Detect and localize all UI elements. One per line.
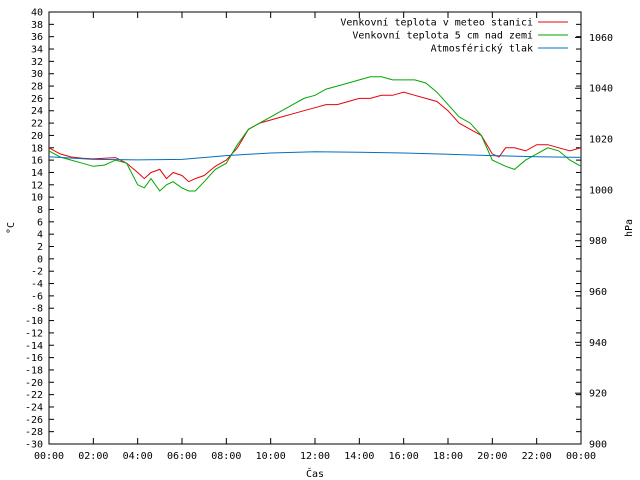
x-tick-label: 22:00 [522, 451, 552, 462]
x-tick-label: 18:00 [433, 451, 463, 462]
legend-label-1: Venkovní teplota v meteo stanici [340, 17, 533, 29]
x-tick-label: 00:00 [566, 451, 596, 462]
left-tick-label: 6 [37, 217, 43, 228]
left-tick-label: 34 [31, 45, 43, 56]
series-lines [48, 76, 582, 192]
x-tick-label: 12:00 [300, 451, 330, 462]
x-tick-label: 06:00 [167, 451, 197, 462]
left-tick-label: 22 [31, 119, 43, 130]
x-tick-label: 00:00 [34, 451, 64, 462]
right-tick-label: 1000 [589, 185, 613, 196]
series-line-2 [48, 76, 582, 192]
left-tick-label: -20 [25, 378, 43, 389]
left-tick-label: -28 [25, 427, 43, 438]
left-tick-label: -22 [25, 390, 43, 401]
left-tick-label: -2 [31, 267, 43, 278]
left-tick-label: 18 [31, 143, 43, 154]
left-tick-label: -24 [25, 402, 43, 413]
left-tick-label: -18 [25, 365, 43, 376]
left-tick-label: -14 [25, 341, 43, 352]
right-tick-label: 1060 [589, 33, 613, 44]
right-tick-label: 920 [589, 389, 607, 400]
left-tick-label: 16 [31, 156, 43, 167]
legend-label-2: Venkovní teplota 5 cm nad zemí [352, 30, 533, 42]
left-tick-label: 38 [31, 20, 43, 31]
left-tick-label: -12 [25, 328, 43, 339]
left-tick-label: 20 [31, 131, 43, 142]
left-tick-label: -4 [31, 279, 43, 290]
legend-label-3: Atmosférický tlak [431, 43, 533, 55]
x-tick-label: 02:00 [78, 451, 108, 462]
y-axis-label-left: °C [6, 222, 17, 234]
x-axis-label: Čas [306, 467, 324, 480]
left-tick-label: 32 [31, 57, 43, 68]
left-tick-label: 26 [31, 94, 43, 105]
left-tick-label: -6 [31, 291, 43, 302]
right-tick-label: 1020 [589, 135, 613, 146]
right-axis-ticks: 900 920 940 960 980 1000 1020 1040 1060 [575, 33, 613, 451]
x-tick-label: 04:00 [123, 451, 153, 462]
left-tick-label: 40 [31, 8, 43, 19]
series-line-1 [48, 91, 582, 183]
legend: Venkovní teplota v meteo staniciVenkovní… [340, 17, 568, 55]
left-tick-label: 2 [37, 242, 43, 253]
x-tick-label: 20:00 [477, 451, 507, 462]
left-tick-label: -30 [25, 440, 43, 451]
x-axis-ticks: 00:00 02:00 04:00 06:00 08:00 10:00 12:00 14:00… [34, 12, 596, 462]
left-tick-label: 30 [31, 69, 43, 80]
left-tick-label: -10 [25, 316, 43, 327]
left-tick-label: -16 [25, 353, 43, 364]
left-tick-label: -26 [25, 415, 43, 426]
right-tick-label: 960 [589, 287, 607, 298]
left-tick-label: 12 [31, 180, 43, 191]
left-tick-label: 28 [31, 82, 43, 93]
plot-area [48, 11, 582, 445]
right-tick-label: 940 [589, 338, 607, 349]
left-tick-label: -8 [31, 304, 43, 315]
x-tick-label: 16:00 [389, 451, 419, 462]
x-tick-label: 14:00 [344, 451, 374, 462]
left-axis-ticks: -30-28-26-24-22-20-18-16-14-12-10-8-6-4-… [25, 8, 581, 451]
left-tick-label: 24 [31, 106, 43, 117]
left-tick-label: 10 [31, 193, 43, 204]
series-line-3 [48, 151, 582, 161]
right-tick-label: 1040 [589, 84, 613, 95]
right-tick-label: 900 [589, 440, 607, 451]
right-tick-label: 980 [589, 236, 607, 247]
x-tick-label: 10:00 [256, 451, 286, 462]
x-tick-label: 08:00 [211, 451, 241, 462]
left-tick-label: 4 [37, 230, 43, 241]
left-tick-label: 8 [37, 205, 43, 216]
left-tick-label: 0 [37, 254, 43, 265]
left-tick-label: 36 [31, 32, 43, 43]
left-tick-label: 14 [31, 168, 43, 179]
y-axis-label-right: hPa [624, 219, 635, 237]
